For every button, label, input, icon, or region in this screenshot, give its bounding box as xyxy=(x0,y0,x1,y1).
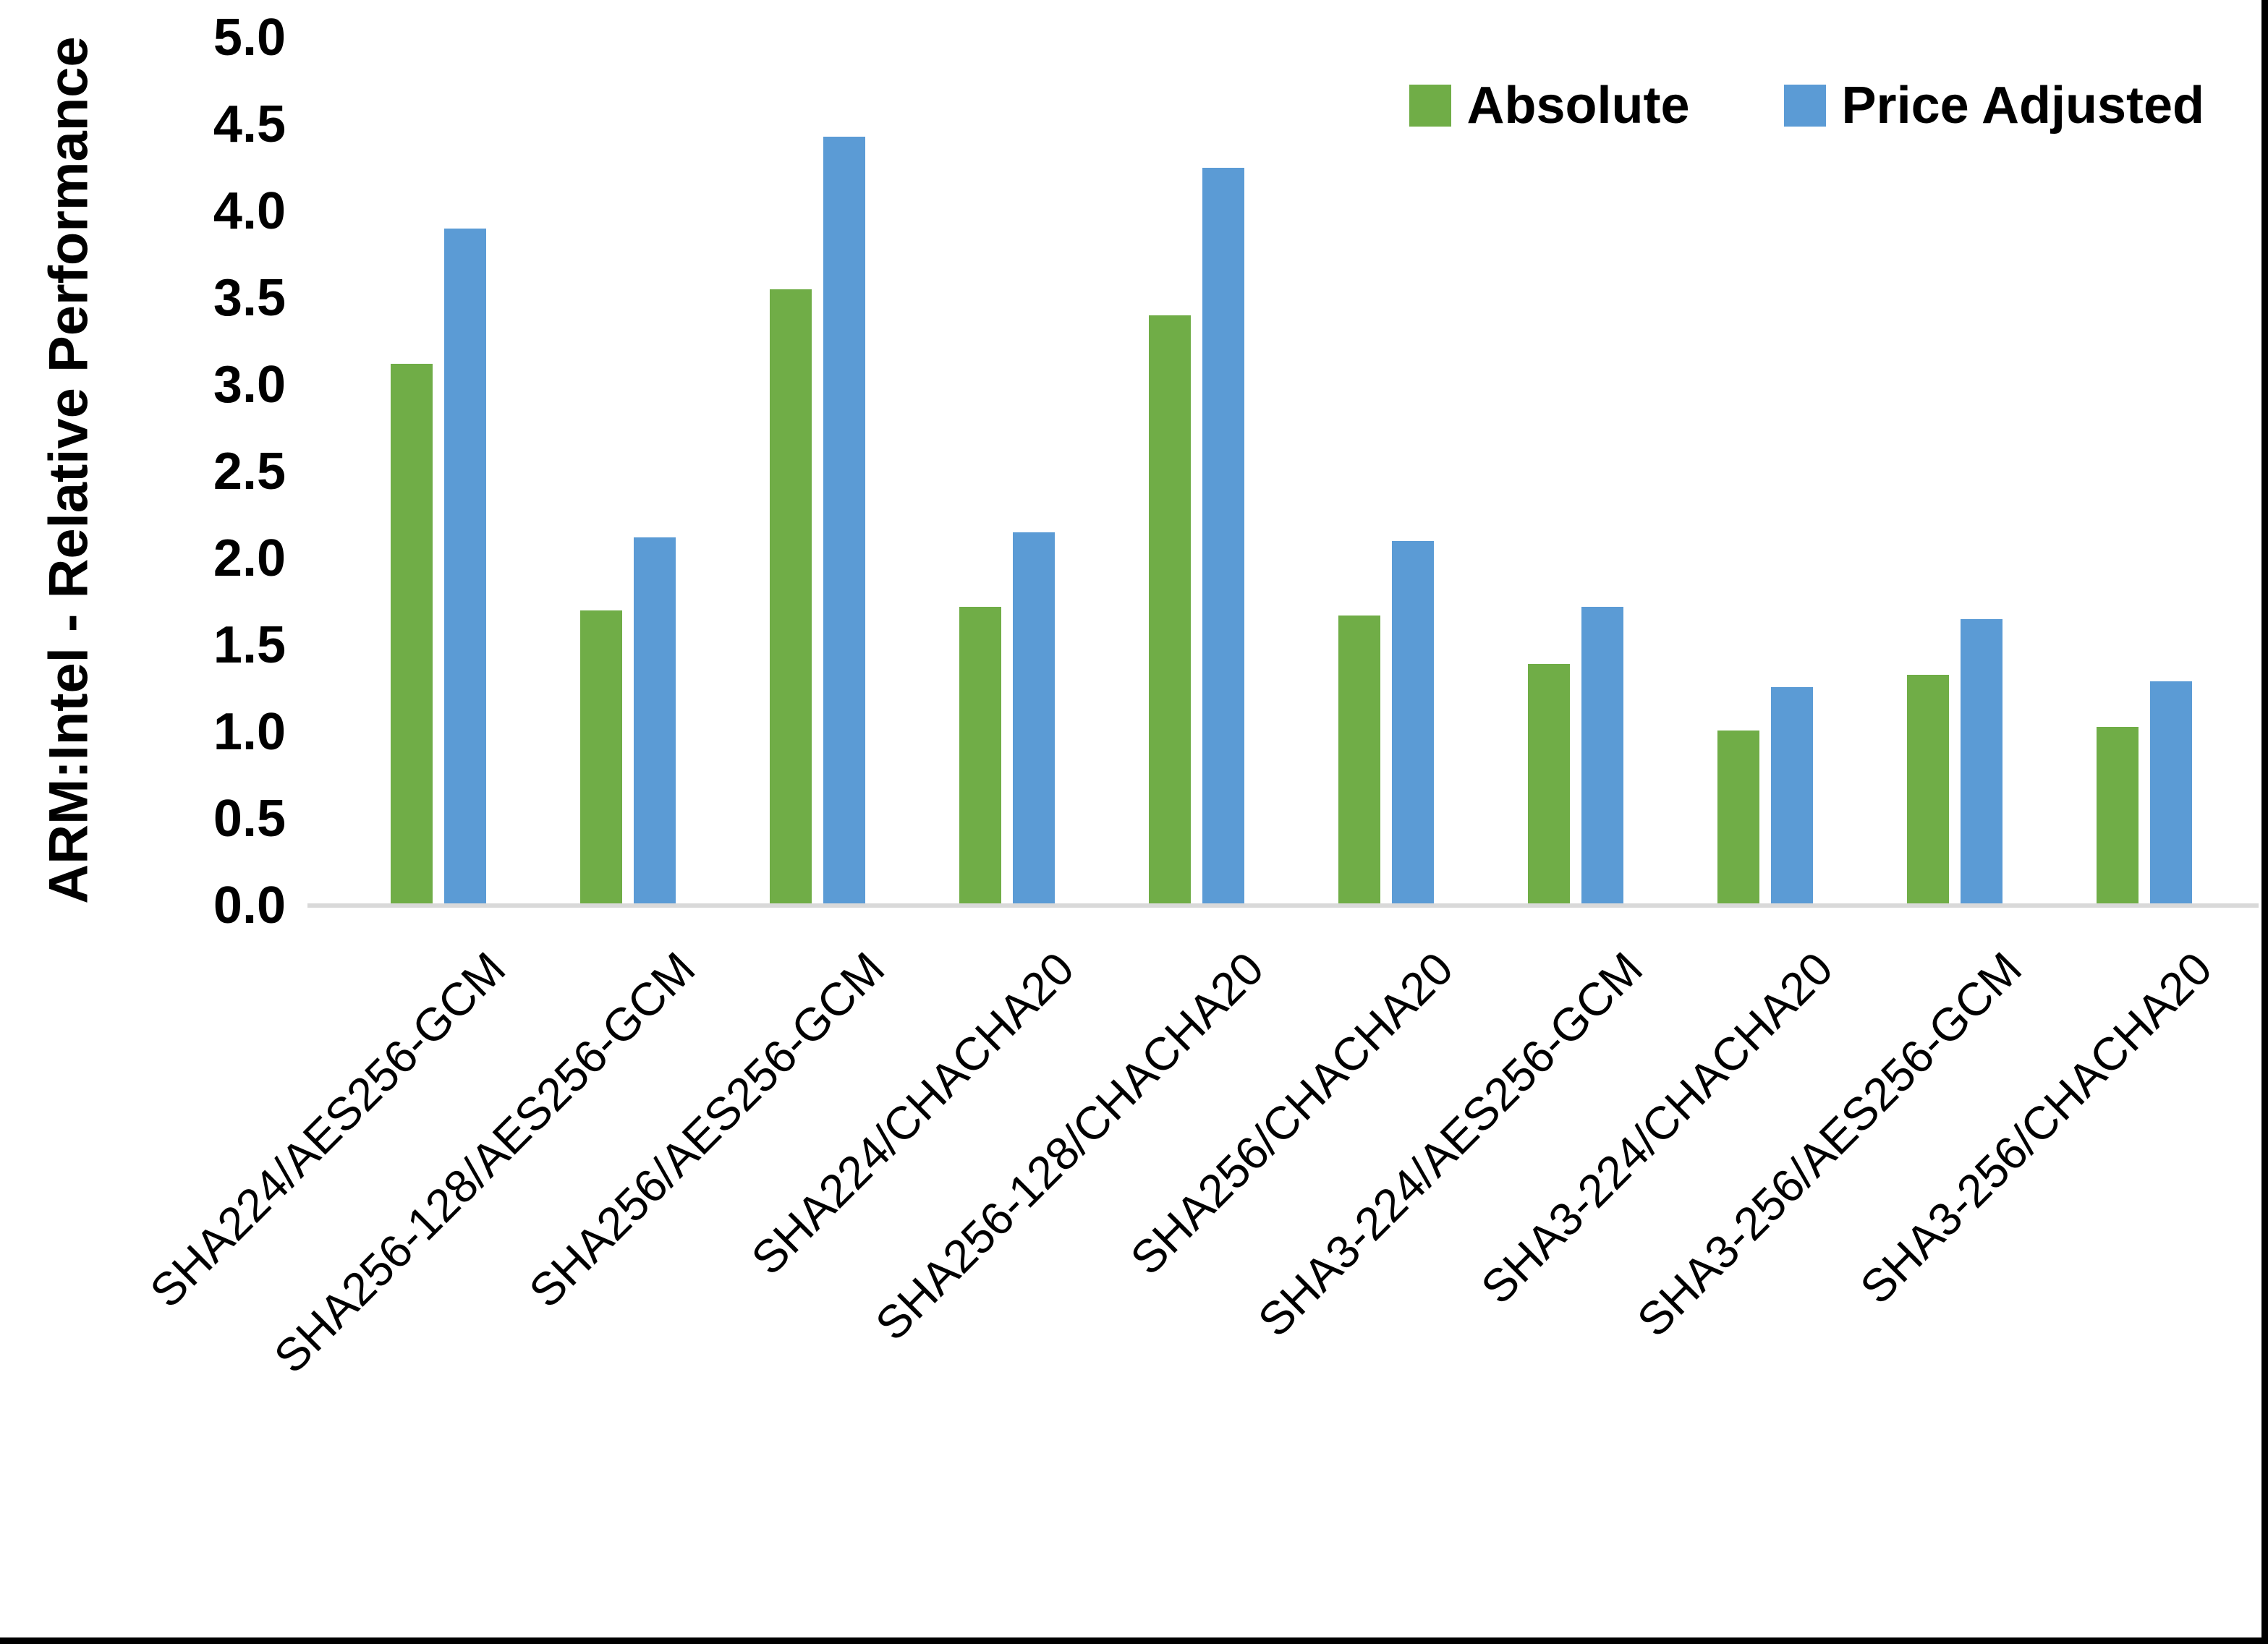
legend-label: Price Adjusted xyxy=(1841,77,2204,135)
bar-price-adjusted-8 xyxy=(1961,619,2002,906)
category-label-8: SHA3-256/AES256-GCM xyxy=(1627,942,2032,1347)
y-tick-label: 3.0 xyxy=(213,356,286,414)
y-tick-label: 2.5 xyxy=(213,443,286,501)
bar-absolute-6 xyxy=(1528,664,1570,906)
category-label-4: SHA256-128/CHACHA20 xyxy=(865,942,1274,1350)
bar-absolute-0 xyxy=(391,364,433,906)
y-tick-label: 0.0 xyxy=(213,877,286,934)
bar-absolute-7 xyxy=(1717,731,1759,906)
bar-price-adjusted-6 xyxy=(1581,607,1623,906)
y-tick-label: 2.0 xyxy=(213,529,286,587)
bar-absolute-8 xyxy=(1907,675,1949,906)
legend-item-price-adjusted: Price Adjusted xyxy=(1783,76,2204,135)
category-label-5: SHA256/CHACHA20 xyxy=(1121,942,1464,1285)
category-label-2: SHA256/AES256-GCM xyxy=(519,942,895,1318)
bar-price-adjusted-1 xyxy=(634,537,676,906)
legend-swatch-icon xyxy=(1783,85,1826,127)
legend-swatch-icon xyxy=(1409,85,1451,127)
bar-absolute-5 xyxy=(1338,616,1380,906)
category-label-6: SHA3-224/AES256-GCM xyxy=(1248,942,1653,1347)
y-tick-label: 5.0 xyxy=(213,9,286,67)
bar-absolute-4 xyxy=(1149,315,1191,906)
frame-border-right xyxy=(2261,0,2268,1644)
y-tick-label: 4.0 xyxy=(213,182,286,240)
y-tick-label: 1.5 xyxy=(213,616,286,674)
bar-absolute-3 xyxy=(959,607,1001,906)
x-axis-line xyxy=(307,903,2259,908)
bar-price-adjusted-0 xyxy=(444,229,486,906)
category-label-7: SHA3-224/CHACHA20 xyxy=(1470,942,1843,1314)
category-label-0: SHA224/AES256-GCM xyxy=(140,942,516,1318)
bar-price-adjusted-7 xyxy=(1771,687,1813,906)
category-label-9: SHA3-256/CHACHA20 xyxy=(1849,942,2222,1314)
frame-border-bottom xyxy=(0,1637,2268,1644)
bar-absolute-1 xyxy=(580,610,622,906)
y-tick-label: 1.0 xyxy=(213,703,286,761)
legend-item-absolute: Absolute xyxy=(1409,76,1690,135)
bar-price-adjusted-9 xyxy=(2150,681,2192,906)
y-tick-label: 0.5 xyxy=(213,790,286,848)
bar-absolute-9 xyxy=(2097,727,2139,906)
y-tick-label: 4.5 xyxy=(213,95,286,153)
bar-price-adjusted-2 xyxy=(823,137,865,906)
bar-absolute-2 xyxy=(770,289,812,906)
bar-price-adjusted-5 xyxy=(1392,541,1434,906)
bar-price-adjusted-4 xyxy=(1202,168,1244,906)
chart-legend: Absolute Price Adjusted xyxy=(1409,76,2204,135)
category-label-3: SHA224/CHACHA20 xyxy=(742,942,1084,1285)
y-tick-label: 3.5 xyxy=(213,269,286,327)
bar-price-adjusted-3 xyxy=(1013,532,1055,906)
legend-label: Absolute xyxy=(1466,77,1690,135)
